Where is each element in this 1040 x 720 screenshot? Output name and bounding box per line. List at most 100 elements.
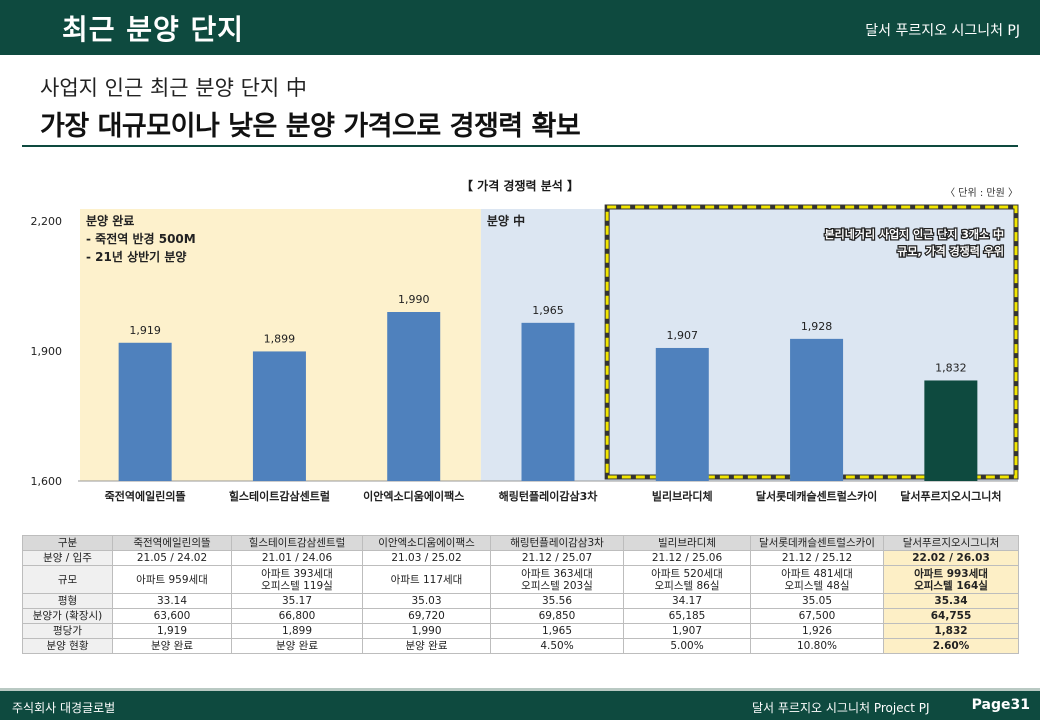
page-title: 최근 분양 단지: [62, 13, 245, 46]
table-cell: 67,500: [750, 608, 884, 624]
table-row: 규모 아파트 959세대 아파트 393세대 오피스텔 119실 아파트 117세대 아파…: [22, 565, 1019, 594]
zone-note: - 죽전역 반경 500M: [86, 231, 196, 246]
price-competitiveness-chart: 분양 완료 - 죽전역 반경 500M - 21년 상반기 분양 분양 中 본리네거리 …: [31, 204, 1019, 503]
table-header-cell: 죽전역에일린의뜰: [112, 535, 232, 551]
x-tick-label: 해링턴플레이감삼3차: [499, 489, 599, 503]
table-cell: 21.05 / 24.02: [112, 550, 232, 566]
table-cell: 35.34: [883, 593, 1019, 609]
table-cell: 69,720: [362, 608, 491, 624]
bar: [655, 347, 709, 481]
table-cell: 66,800: [231, 608, 363, 624]
table-cell: 분양 완료: [362, 638, 491, 654]
headline-title: 가장 대규모이나 낮은 분양 가격으로 경쟁력 확보: [40, 111, 581, 142]
header-project-name: 달서 푸르지오 시그니처 PJ: [865, 23, 1020, 39]
table-row: 평당가 1,919 1,899 1,990 1,965 1,907 1,926 1,832: [22, 623, 1019, 639]
table-cell: 65,185: [623, 608, 751, 624]
comparison-table: 구분 죽전역에일린의뜰 힐스테이트감삼센트럴 이안엑소디움에이팩스 해링턴플레이감삼3차…: [22, 535, 1019, 654]
x-tick-label: 빌리브라디체: [652, 489, 713, 503]
table-row-label: 분양 / 입주: [22, 550, 113, 566]
table-cell: 1,965: [490, 623, 624, 639]
headline-divider: [22, 145, 1018, 147]
zone-note: - 21년 상반기 분양: [86, 249, 186, 264]
table-cell: 21.12 / 25.07: [490, 550, 624, 566]
bar-value-label: 1,832: [935, 361, 967, 374]
table-row: 분양가 (확장시) 63,600 66,800 69,720 69,850 65,185 6…: [22, 608, 1019, 624]
table-cell: 1,919: [112, 623, 232, 639]
table-cell: 35.05: [750, 593, 884, 609]
table-header-cell: 빌리브라디체: [623, 535, 751, 551]
bar-value-label: 1,990: [398, 293, 430, 306]
table-cell: 21.03 / 25.02: [362, 550, 491, 566]
table-cell: 33.14: [112, 593, 232, 609]
bar-value-label: 1,899: [264, 332, 296, 345]
table-header-cell: 달서푸르지오시그니처: [883, 535, 1019, 551]
headline-subtitle: 사업지 인근 최근 분양 단지 中: [40, 76, 307, 100]
table-header-label: 구분: [22, 535, 113, 551]
footer-bar: 주식회사 대경글로벌 달서 푸르지오 시그니처 Project PJ Page3…: [0, 688, 1040, 720]
bar: [252, 351, 306, 481]
table-cell: 4.50%: [490, 638, 624, 654]
table-cell: 35.03: [362, 593, 491, 609]
table-cell: 2.60%: [883, 638, 1019, 654]
page-number: Page31: [971, 697, 1030, 713]
footer-project: 달서 푸르지오 시그니처 Project PJ: [752, 701, 930, 715]
bar: [387, 312, 441, 481]
table-cell: 1,907: [623, 623, 751, 639]
table-row: 분양 현황 분양 완료 분양 완료 분양 완료 4.50% 5.00% 10.80% 2.60…: [22, 638, 1019, 654]
x-tick-label: 죽전역에일린의뜰: [105, 489, 186, 503]
table-row-label: 평당가: [22, 623, 113, 639]
callout-text: 본리네거리 사업지 인근 단지 3개소 中: [825, 227, 1004, 241]
table-row: 평형 33.14 35.17 35.03 35.56 34.17 35.05 35.34: [22, 593, 1019, 609]
table-cell: 아파트 959세대: [112, 565, 232, 594]
table-cell: 21.12 / 25.06: [623, 550, 751, 566]
header-bar: 최근 분양 단지 달서 푸르지오 시그니처 PJ: [0, 0, 1040, 55]
y-tick-label: 1,600: [31, 475, 63, 488]
table-cell: 1,899: [231, 623, 363, 639]
bar: [924, 380, 978, 481]
table-cell: 1,926: [750, 623, 884, 639]
zone-label: 분양 완료: [86, 213, 134, 228]
table-row-label: 규모: [22, 565, 113, 594]
table-cell: 69,850: [490, 608, 624, 624]
footer-company: 주식회사 대경글로벌: [12, 701, 116, 715]
bar: [790, 338, 844, 481]
table-header-row: 구분 죽전역에일린의뜰 힐스테이트감삼센트럴 이안엑소디움에이팩스 해링턴플레이감삼3차…: [22, 535, 1019, 551]
table-cell: 64,755: [883, 608, 1019, 624]
bar-value-label: 1,907: [667, 329, 699, 342]
unit-note: 〈 단위 : 만원 〉: [945, 188, 1018, 199]
callout-text: 규모, 가격 경쟁력 우위: [897, 244, 1004, 258]
table-cell: 아파트 481세대 오피스텔 48실: [750, 565, 884, 594]
y-tick-label: 1,900: [31, 345, 63, 358]
table-cell: 21.12 / 25.12: [750, 550, 884, 566]
table-cell: 63,600: [112, 608, 232, 624]
table-cell: 10.80%: [750, 638, 884, 654]
table-header-cell: 힐스테이트감삼센트럴: [231, 535, 363, 551]
table-header-cell: 달서롯데캐슬센트럴스카이: [750, 535, 884, 551]
bar-value-label: 1,965: [532, 304, 564, 317]
table-cell: 5.00%: [623, 638, 751, 654]
table-cell: 1,832: [883, 623, 1019, 639]
table-cell: 아파트 363세대 오피스텔 203실: [490, 565, 624, 594]
headline: 사업지 인근 최근 분양 단지 中 가장 대규모이나 낮은 분양 가격으로 경쟁…: [40, 72, 581, 143]
table-header-cell: 해링턴플레이감삼3차: [490, 535, 624, 551]
table-cell: 35.56: [490, 593, 624, 609]
table-cell: 22.02 / 26.03: [883, 550, 1019, 566]
table-cell: 분양 완료: [231, 638, 363, 654]
table-cell: 아파트 393세대 오피스텔 119실: [231, 565, 363, 594]
y-tick-label: 2,200: [31, 215, 63, 228]
chart-caption: 【 가격 경쟁력 분석 】: [461, 179, 579, 193]
bar-value-label: 1,928: [801, 320, 833, 333]
zone-label: 분양 中: [487, 213, 525, 228]
table-cell: 분양 완료: [112, 638, 232, 654]
table-cell: 아파트 117세대: [362, 565, 491, 594]
bar: [118, 342, 172, 481]
table-cell: 35.17: [231, 593, 363, 609]
table-cell: 아파트 520세대 오피스텔 86실: [623, 565, 751, 594]
table-cell: 아파트 993세대 오피스텔 164실: [883, 565, 1019, 594]
table-row-label: 분양 현황: [22, 638, 113, 654]
table-header-cell: 이안엑소디움에이팩스: [362, 535, 491, 551]
table-cell: 34.17: [623, 593, 751, 609]
x-tick-label: 달서푸르지오시그니처: [900, 489, 1001, 503]
table-row-label: 평형: [22, 593, 113, 609]
x-tick-label: 달서롯데캐슬센트럴스카이: [756, 489, 877, 503]
